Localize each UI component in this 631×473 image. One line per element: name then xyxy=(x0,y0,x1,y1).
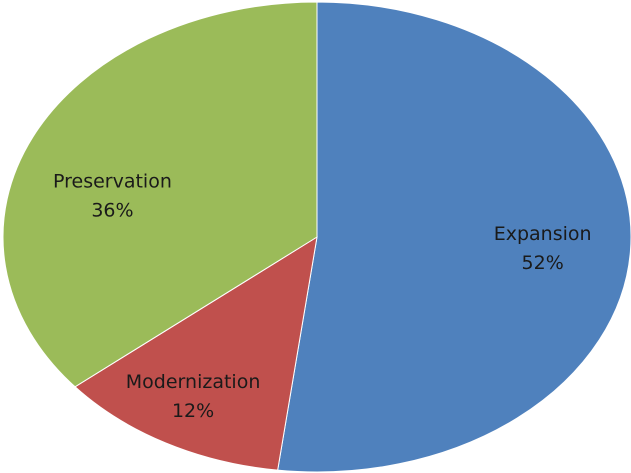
slice-label: Preservation xyxy=(53,170,172,192)
slice-value-label: 36% xyxy=(91,199,133,221)
slice-label: Expansion xyxy=(494,223,592,245)
slice-label: Modernization xyxy=(126,371,261,393)
slice-value-label: 12% xyxy=(172,400,214,422)
slice-value-label: 52% xyxy=(522,252,564,274)
pie-slice xyxy=(277,1,631,473)
pie-slice xyxy=(74,235,318,471)
pie-slice xyxy=(2,1,318,388)
